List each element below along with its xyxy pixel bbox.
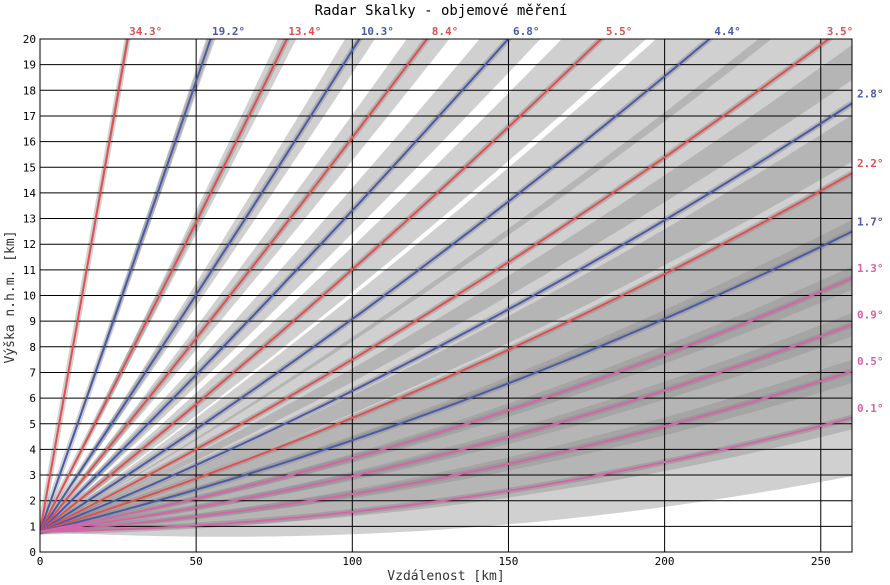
y-tick-label: 4: [29, 443, 36, 456]
elevation-label: 34.3°: [129, 25, 162, 38]
elevation-label: 1.3°: [857, 262, 884, 275]
elevation-line-5.5: [40, 39, 603, 533]
elevation-label: 0.5°: [857, 355, 884, 368]
elevation-line-19.2: [40, 39, 212, 532]
y-tick-label: 10: [23, 290, 36, 303]
y-tick-label: 19: [23, 59, 36, 72]
beam-cone-14: [40, 313, 852, 532]
beam-cone-3: [40, 39, 375, 532]
elevation-label: 4.4°: [714, 25, 741, 38]
beam-cone-7: [40, 39, 772, 532]
x-tick-labels: 0 50 100 150 200 250: [37, 555, 831, 568]
elevation-line-10.3: [40, 39, 361, 533]
elevation-line-0.5: [40, 370, 852, 533]
elevation-label: 0.1°: [857, 402, 884, 415]
y-tick-label: 17: [23, 110, 36, 123]
elevation-line-13.4: [40, 39, 288, 532]
elevation-line-3.5: [40, 39, 831, 533]
y-tick-label: 7: [29, 366, 36, 379]
beam-cone-13: [40, 266, 852, 532]
y-tick-label: 16: [23, 136, 36, 149]
elevation-line-6.8: [40, 39, 510, 533]
elevation-label: 1.7°: [857, 215, 884, 228]
y-tick-label: 13: [23, 213, 36, 226]
elevation-line-1.3: [40, 277, 852, 533]
elevation-line-2.8: [40, 102, 852, 533]
chart-title: Radar Skalky - objemové měření: [315, 3, 568, 19]
y-tick-label: 15: [23, 161, 36, 174]
x-tick-label: 200: [655, 555, 675, 568]
beam-cone-5: [40, 39, 541, 532]
elevation-line-1.7: [40, 230, 852, 533]
x-tick-label: 100: [342, 555, 362, 568]
elevation-line-0.1: [40, 416, 852, 533]
elevation-label: 0.9°: [857, 309, 884, 322]
y-tick-label: 3: [29, 469, 36, 482]
x-tick-label: 150: [499, 555, 519, 568]
x-tick-label: 250: [811, 555, 831, 568]
y-tick-label: 18: [23, 84, 36, 97]
elevation-label: 10.3°: [361, 25, 394, 38]
y-tick-label: 1: [29, 520, 36, 533]
y-tick-label: 20: [23, 33, 36, 46]
beam-cone-15: [40, 359, 852, 537]
y-tick-label: 12: [23, 238, 36, 251]
beam-cone-2: [40, 39, 297, 532]
elevation-label: 3.5°: [827, 25, 854, 38]
elevation-lines: [40, 39, 852, 533]
elevation-label: 5.5°: [606, 25, 633, 38]
y-tick-label: 0: [29, 546, 36, 559]
elevation-line-0.9: [40, 323, 852, 533]
x-tick-label: 50: [190, 555, 203, 568]
y-tick-label: 5: [29, 418, 36, 431]
elevation-label: 8.4°: [432, 25, 459, 38]
y-tick-label: 6: [29, 392, 36, 405]
x-tick-label: 0: [37, 555, 44, 568]
x-axis-label: Vzdálenost [km]: [387, 569, 504, 584]
y-tick-label: 14: [23, 187, 37, 200]
elevation-line-2.2: [40, 172, 852, 533]
elevation-label: 19.2°: [212, 25, 245, 38]
y-tick-label: 2: [29, 495, 36, 508]
plot-frame: [39, 38, 853, 553]
elevation-label: 13.4°: [288, 25, 321, 38]
y-tick-label: 11: [23, 264, 36, 277]
y-tick-label: 8: [29, 341, 36, 354]
beam-cone-12: [40, 219, 852, 532]
elevation-label: 2.2°: [857, 157, 884, 170]
elevation-label: 2.8°: [857, 87, 884, 100]
elevation-line-8.4: [40, 39, 429, 533]
y-axis-label: Výška n.h.m. [km]: [3, 230, 18, 363]
beam-cone-4: [40, 39, 450, 532]
elevation-line-34.3: [40, 39, 129, 532]
beam-cone-8: [40, 39, 852, 532]
elevation-line-4.4: [40, 39, 712, 533]
y-tick-label: 9: [29, 315, 36, 328]
elevation-label: 6.8°: [513, 25, 540, 38]
grid-lines: [39, 38, 852, 553]
elevation-labels: 34.3° 19.2° 13.4° 10.3° 8.4° 6.8° 5.5° 4.4° 3.5°…: [129, 25, 883, 415]
beam-cone-11: [40, 173, 852, 532]
